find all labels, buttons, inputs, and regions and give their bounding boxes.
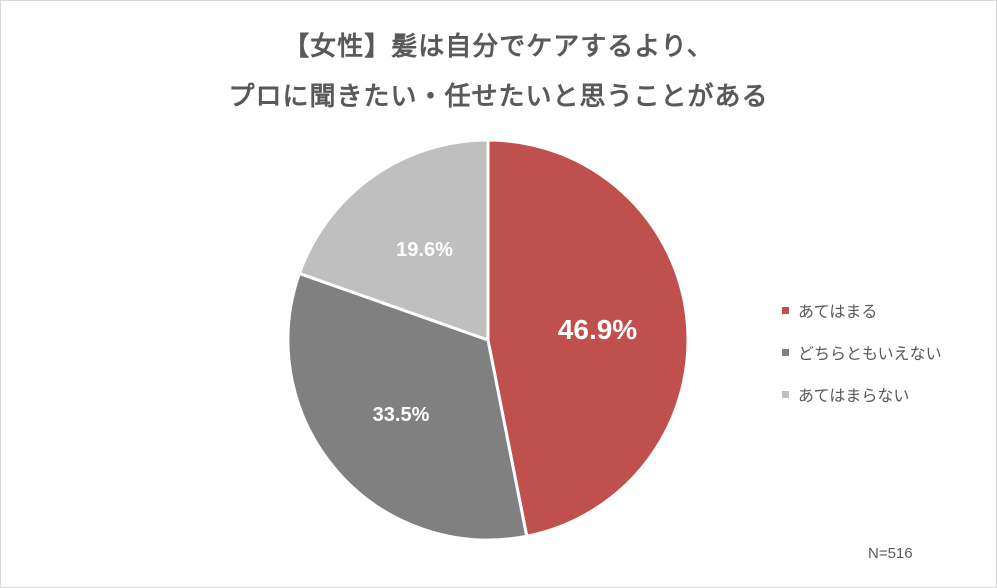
- pie-slice-0: [486, 138, 690, 538]
- pie-slice-1: [286, 271, 529, 542]
- slice-value-label: 33.5%: [373, 404, 430, 426]
- sample-size-note: N=516: [868, 545, 913, 562]
- slice-value-label: 19.6%: [396, 239, 453, 261]
- legend-swatch: [782, 307, 789, 314]
- chart-title-line-2: プロに聞きたい・任せたいと思うことがある: [228, 82, 769, 112]
- chart-title-line-1: 【女性】髪は自分でケアするより、: [283, 32, 714, 62]
- legend-swatch: [782, 349, 789, 356]
- legend-label: あてはまらない: [798, 386, 910, 405]
- legend-swatch: [782, 391, 789, 398]
- legend-label: どちらともいえない: [798, 344, 942, 363]
- pie-slice-2: [297, 138, 490, 343]
- legend-label: あてはまる: [798, 302, 878, 321]
- slice-value-label: 46.9%: [558, 314, 637, 345]
